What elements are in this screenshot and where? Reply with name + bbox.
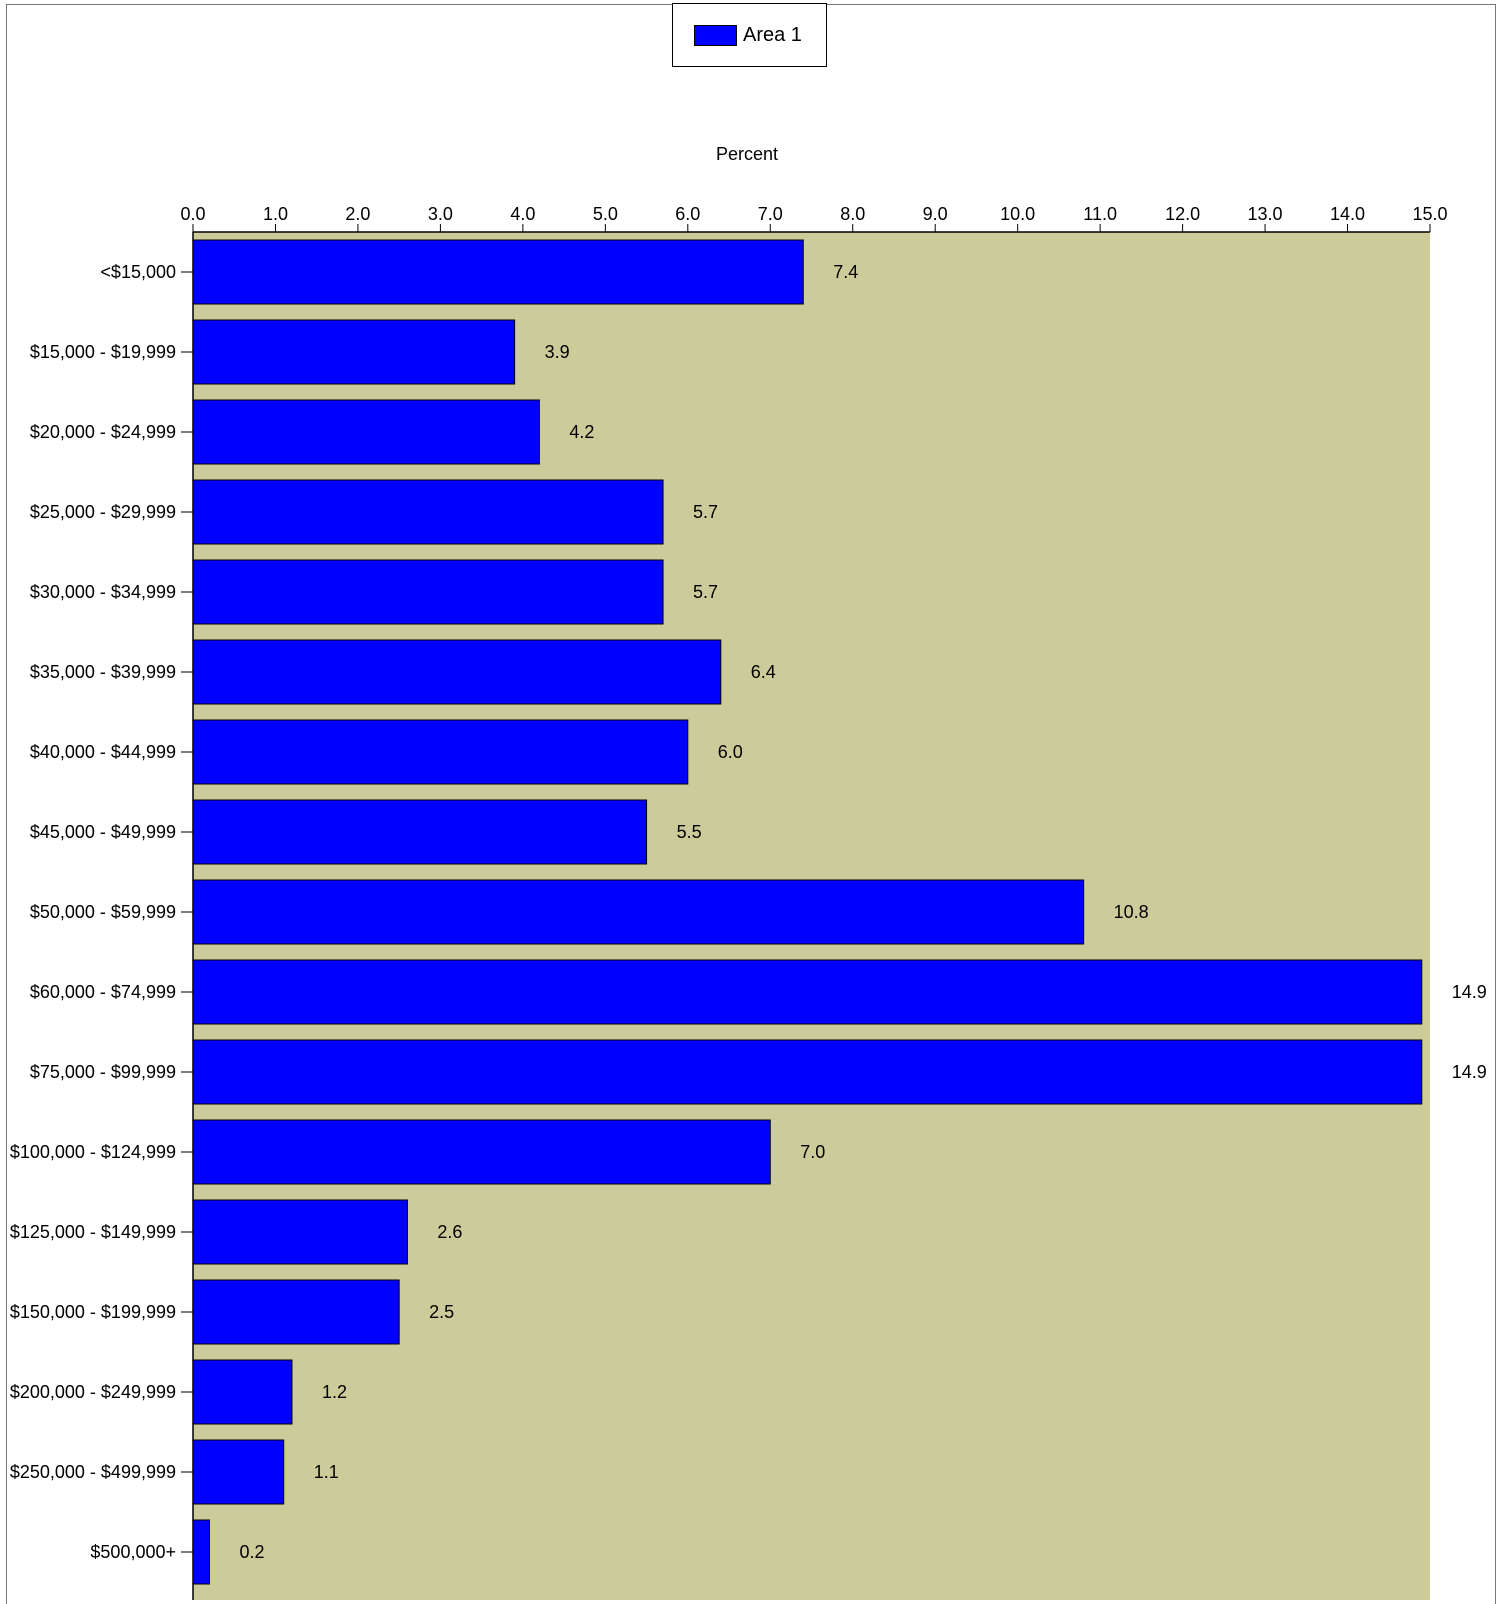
x-tick-label: 9.0 [923,204,948,224]
value-label: 1.2 [322,1382,347,1402]
bar [192,719,689,785]
value-label: 14.9 [1452,982,1487,1002]
x-tick-label: 3.0 [428,204,453,224]
x-tick-label: 0.0 [180,204,205,224]
bar [192,559,664,625]
bar [192,879,1085,945]
category-label: $40,000 - $44,999 [30,742,176,762]
value-labels: 7.4 3.9 4.2 5.7 5.7 6.4 6.0 5.5 10.8 14.9 14.9 7.0 2… [239,262,1486,1562]
value-label: 2.5 [429,1302,454,1322]
x-tick-label: 1.0 [263,204,288,224]
bar [192,1359,293,1425]
bar [192,239,804,305]
x-tick-label: 10.0 [1000,204,1035,224]
category-label: $200,000 - $249,999 [10,1382,176,1402]
legend-label: Area 1 [743,24,802,46]
value-label: 10.8 [1114,902,1149,922]
category-label: $25,000 - $29,999 [30,502,176,522]
category-label: $15,000 - $19,999 [30,342,176,362]
category-label: $500,000+ [90,1542,176,1562]
bar [192,1199,408,1265]
bar [192,1519,210,1585]
value-label: 14.9 [1452,1062,1487,1082]
value-label: 2.6 [437,1222,462,1242]
value-label: 6.4 [751,662,776,682]
bar [192,479,664,545]
bar [192,799,648,865]
value-label: 5.7 [693,582,718,602]
bar [192,1039,1423,1105]
value-label: 5.7 [693,502,718,522]
category-label: $35,000 - $39,999 [30,662,176,682]
value-label: 0.2 [239,1542,264,1562]
bar [192,319,516,385]
value-label: 7.0 [800,1142,825,1162]
category-label: $75,000 - $99,999 [30,1062,176,1082]
bar [192,959,1423,1025]
bar [192,639,722,705]
value-label: 3.9 [545,342,570,362]
bar [192,1119,771,1185]
category-label: <$15,000 [100,262,176,282]
x-axis-title: Percent [716,144,778,164]
category-label: $100,000 - $124,999 [10,1142,176,1162]
category-label: $20,000 - $24,999 [30,422,176,442]
x-tick-label: 13.0 [1248,204,1283,224]
x-tick-label: 4.0 [510,204,535,224]
bar [192,399,540,465]
y-axis: <$15,000 $15,000 - $19,999 $20,000 - $24,9… [10,232,194,1600]
legend: Area 1 [672,3,827,67]
x-tick-label: 2.0 [345,204,370,224]
category-label: $45,000 - $49,999 [30,822,176,842]
value-label: 7.4 [833,262,858,282]
category-label: $30,000 - $34,999 [30,582,176,602]
value-label: 4.2 [569,422,594,442]
x-tick-label: 15.0 [1412,204,1447,224]
category-label: $50,000 - $59,999 [30,902,176,922]
value-label: 1.1 [314,1462,339,1482]
category-label: $250,000 - $499,999 [10,1462,176,1482]
legend-swatch [694,25,737,46]
category-label: $60,000 - $74,999 [30,982,176,1002]
value-label: 5.5 [677,822,702,842]
x-tick-label: 6.0 [675,204,700,224]
value-label: 6.0 [718,742,743,762]
x-axis: 0.0 1.0 2.0 3.0 4.0 5.0 6.0 7.0 8.0 9.0 10.0 11.0 12… [180,204,1448,233]
x-tick-label: 7.0 [758,204,783,224]
x-tick-label: 11.0 [1083,204,1117,224]
x-tick-label: 12.0 [1165,204,1200,224]
category-label: $125,000 - $149,999 [10,1222,176,1242]
category-label: $150,000 - $199,999 [10,1302,176,1322]
bar [192,1279,400,1345]
bar [192,1439,285,1505]
x-tick-label: 8.0 [840,204,865,224]
bars [192,239,1423,1585]
x-tick-label: 14.0 [1330,204,1365,224]
x-tick-label: 5.0 [593,204,618,224]
